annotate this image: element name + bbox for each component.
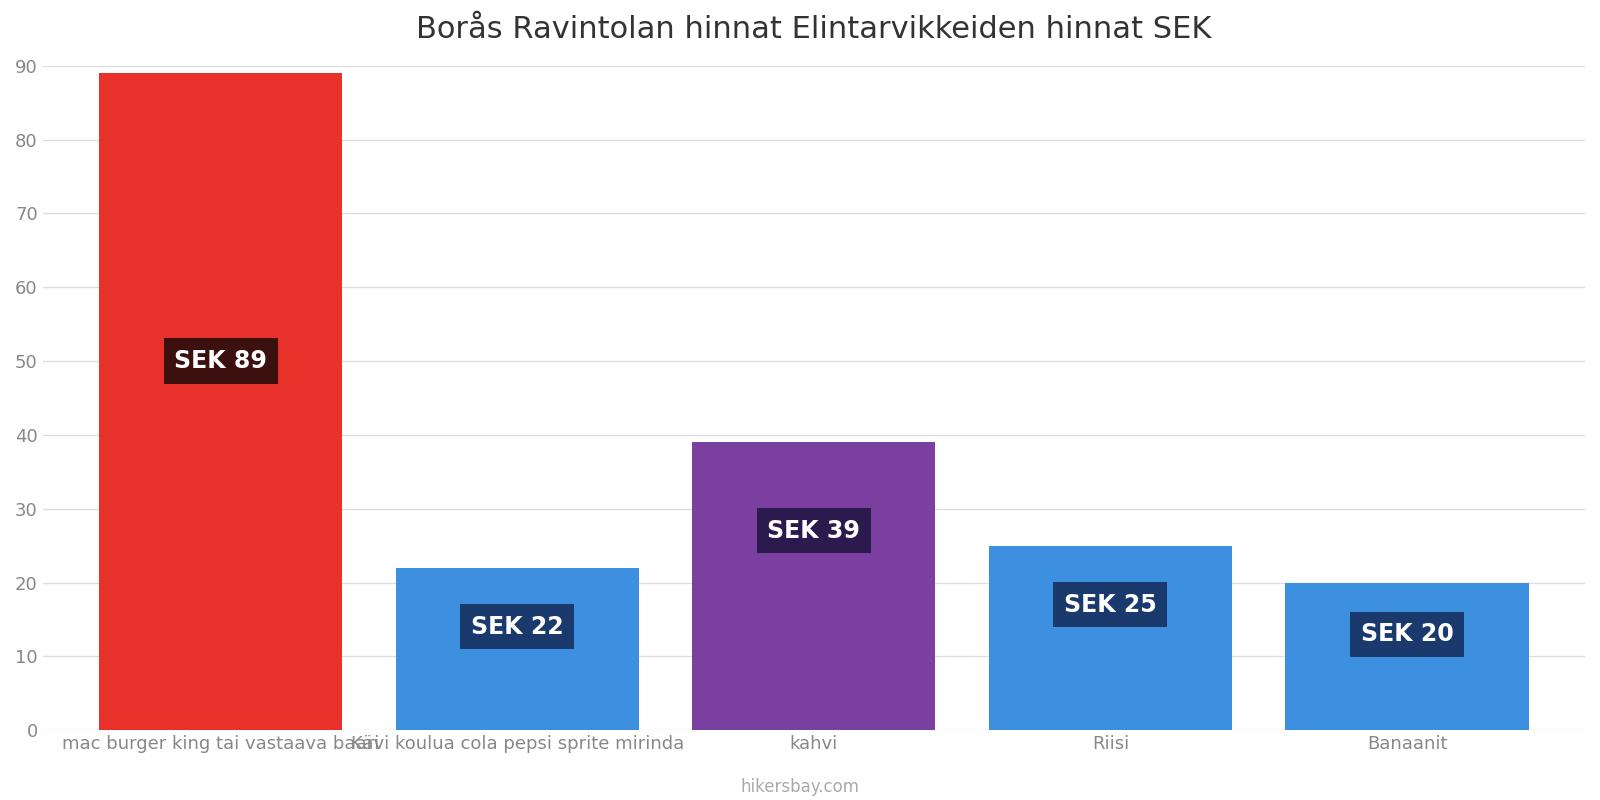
Bar: [1285, 582, 1528, 730]
Text: hikersbay.com: hikersbay.com: [741, 778, 859, 796]
Text: SEK 25: SEK 25: [1064, 593, 1157, 617]
Title: Borås Ravintolan hinnat Elintarvikkeiden hinnat SEK: Borås Ravintolan hinnat Elintarvikkeiden…: [416, 15, 1211, 44]
Bar: [989, 546, 1232, 730]
Text: SEK 20: SEK 20: [1360, 622, 1453, 646]
Bar: [395, 568, 638, 730]
Bar: [99, 73, 342, 730]
Text: SEK 22: SEK 22: [470, 614, 563, 638]
Bar: [693, 442, 936, 730]
Text: SEK 89: SEK 89: [174, 349, 267, 373]
Text: SEK 39: SEK 39: [768, 519, 861, 543]
